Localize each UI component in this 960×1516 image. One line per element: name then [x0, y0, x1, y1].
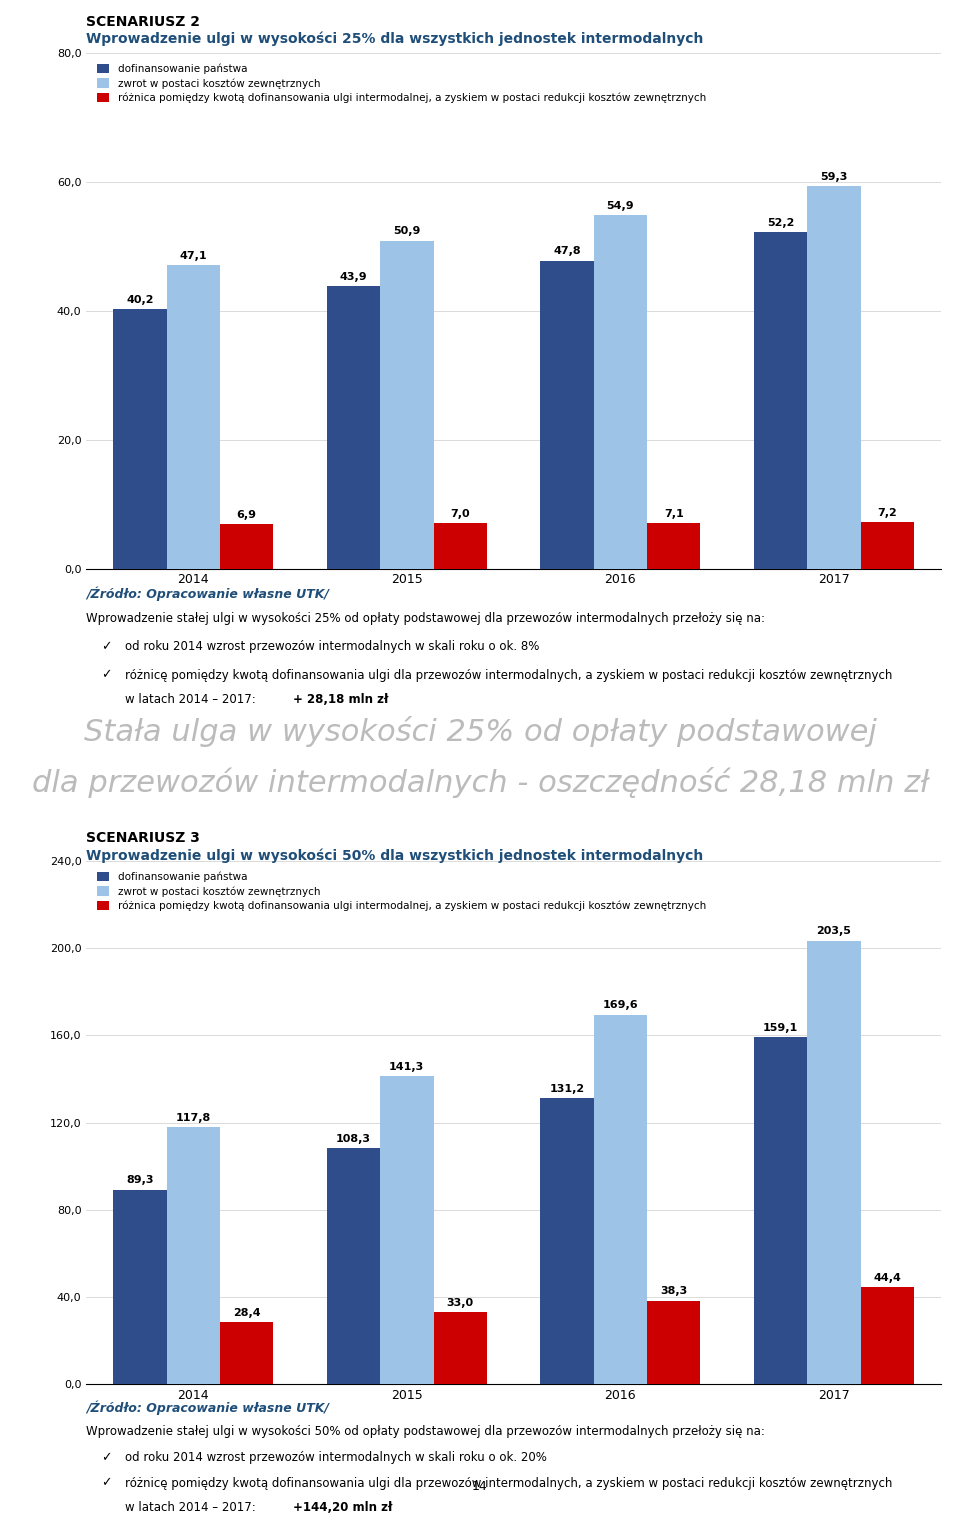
Text: 40,2: 40,2: [126, 296, 154, 305]
Bar: [754, 232, 807, 568]
Bar: [593, 1014, 647, 1384]
Text: 89,3: 89,3: [126, 1175, 154, 1186]
Text: Stała ulga w wysokości 25% od opłaty podstawowej: Stała ulga w wysokości 25% od opłaty pod…: [84, 716, 876, 746]
Text: od roku 2014 wzrost przewozów intermodalnych w skali roku o ok. 20%: od roku 2014 wzrost przewozów intermodal…: [125, 1451, 546, 1464]
Bar: [593, 215, 647, 568]
Text: 7,1: 7,1: [664, 509, 684, 518]
Legend: dofinansowanie państwa, zwrot w postaci kosztów zewnętrznych, różnica pomiędzy k: dofinansowanie państwa, zwrot w postaci …: [91, 58, 711, 109]
Text: +144,20 mln zł: +144,20 mln zł: [293, 1501, 393, 1514]
Text: Wprowadzenie ulgi w wysokości 25% dla wszystkich jednostek intermodalnych: Wprowadzenie ulgi w wysokości 25% dla ws…: [86, 32, 704, 47]
Text: + 28,18 mln zł: + 28,18 mln zł: [293, 693, 388, 706]
Bar: [861, 1287, 914, 1384]
Bar: [220, 1322, 274, 1384]
Bar: [220, 525, 274, 568]
Text: 54,9: 54,9: [607, 200, 635, 211]
Text: 33,0: 33,0: [446, 1298, 474, 1308]
Text: różnicę pomiędzy kwotą dofinansowania ulgi dla przewozów intermodalnych, a zyski: różnicę pomiędzy kwotą dofinansowania ul…: [125, 669, 892, 682]
Text: ✓: ✓: [101, 1477, 111, 1490]
Text: 117,8: 117,8: [176, 1113, 211, 1123]
Bar: [380, 241, 434, 568]
Text: 38,3: 38,3: [660, 1287, 687, 1296]
Bar: [807, 186, 861, 568]
Text: ✓: ✓: [101, 669, 111, 682]
Text: SCENARIUSZ 2: SCENARIUSZ 2: [86, 15, 201, 29]
Bar: [166, 265, 220, 568]
Bar: [807, 940, 861, 1384]
Text: 203,5: 203,5: [817, 926, 852, 937]
Bar: [434, 523, 487, 568]
Bar: [647, 523, 701, 568]
Text: w latach 2014 – 2017:: w latach 2014 – 2017:: [125, 693, 263, 706]
Text: 43,9: 43,9: [340, 271, 368, 282]
Text: 159,1: 159,1: [763, 1023, 798, 1034]
Text: ✓: ✓: [101, 1451, 111, 1464]
Text: 6,9: 6,9: [236, 509, 256, 520]
Text: SCENARIUSZ 3: SCENARIUSZ 3: [86, 831, 201, 844]
Text: 50,9: 50,9: [393, 226, 420, 236]
Bar: [540, 261, 593, 568]
Text: Wprowadzenie stałej ulgi w wysokości 25% od opłaty podstawowej dla przewozów int: Wprowadzenie stałej ulgi w wysokości 25%…: [86, 612, 765, 626]
Bar: [326, 1148, 380, 1384]
Text: 141,3: 141,3: [389, 1063, 424, 1072]
Bar: [166, 1128, 220, 1384]
Bar: [434, 1313, 487, 1384]
Text: 59,3: 59,3: [820, 173, 848, 182]
Bar: [754, 1037, 807, 1384]
Bar: [540, 1098, 593, 1384]
Text: 44,4: 44,4: [874, 1273, 901, 1283]
Text: 7,2: 7,2: [877, 508, 898, 518]
Bar: [380, 1076, 434, 1384]
Text: ✓: ✓: [101, 640, 111, 653]
Legend: dofinansowanie państwa, zwrot w postaci kosztów zewnętrznych, różnica pomiędzy k: dofinansowanie państwa, zwrot w postaci …: [91, 866, 711, 917]
Text: 47,1: 47,1: [180, 252, 207, 261]
Text: 7,0: 7,0: [450, 509, 470, 520]
Text: 169,6: 169,6: [603, 1001, 638, 1010]
Bar: [647, 1301, 701, 1384]
Text: 28,4: 28,4: [232, 1308, 260, 1317]
Text: Wprowadzenie stałej ulgi w wysokości 50% od opłaty podstawowej dla przewozów int: Wprowadzenie stałej ulgi w wysokości 50%…: [86, 1425, 765, 1439]
Bar: [861, 522, 914, 568]
Text: 108,3: 108,3: [336, 1134, 371, 1145]
Text: 52,2: 52,2: [767, 218, 794, 227]
Text: /Źródło: Opracowanie własne UTK/: /Źródło: Opracowanie własne UTK/: [86, 1401, 329, 1416]
Text: 14: 14: [472, 1480, 488, 1493]
Bar: [113, 309, 166, 568]
Text: /Źródło: Opracowanie własne UTK/: /Źródło: Opracowanie własne UTK/: [86, 587, 329, 602]
Text: dla przewozów intermodalnych - oszczędność 28,18 mln zł: dla przewozów intermodalnych - oszczędno…: [32, 767, 928, 797]
Text: 131,2: 131,2: [549, 1084, 585, 1095]
Text: w latach 2014 – 2017:: w latach 2014 – 2017:: [125, 1501, 263, 1514]
Text: różnicę pomiędzy kwotą dofinansowania ulgi dla przewozów intermodalnych, a zyski: różnicę pomiędzy kwotą dofinansowania ul…: [125, 1477, 892, 1490]
Bar: [326, 285, 380, 568]
Text: 47,8: 47,8: [553, 247, 581, 256]
Text: Wprowadzenie ulgi w wysokości 50% dla wszystkich jednostek intermodalnych: Wprowadzenie ulgi w wysokości 50% dla ws…: [86, 849, 704, 864]
Text: od roku 2014 wzrost przewozów intermodalnych w skali roku o ok. 8%: od roku 2014 wzrost przewozów intermodal…: [125, 640, 540, 653]
Bar: [113, 1190, 166, 1384]
